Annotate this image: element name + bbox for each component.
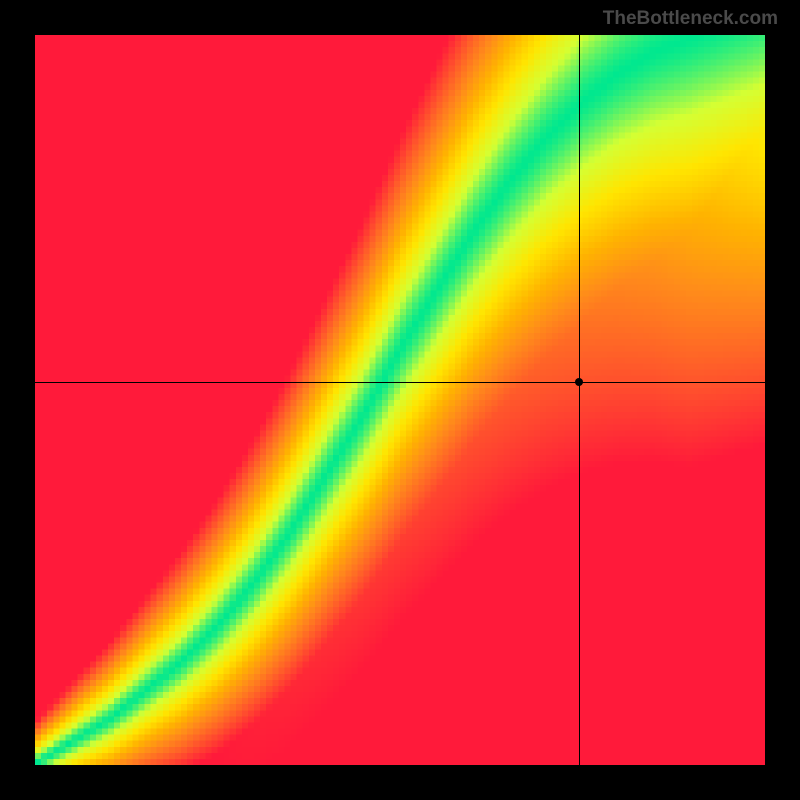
crosshair-marker (575, 378, 583, 386)
heatmap-canvas (35, 35, 765, 765)
heatmap-plot (35, 35, 765, 765)
crosshair-vertical (579, 35, 580, 765)
watermark-text: TheBottleneck.com (603, 8, 778, 30)
crosshair-horizontal (35, 382, 765, 383)
